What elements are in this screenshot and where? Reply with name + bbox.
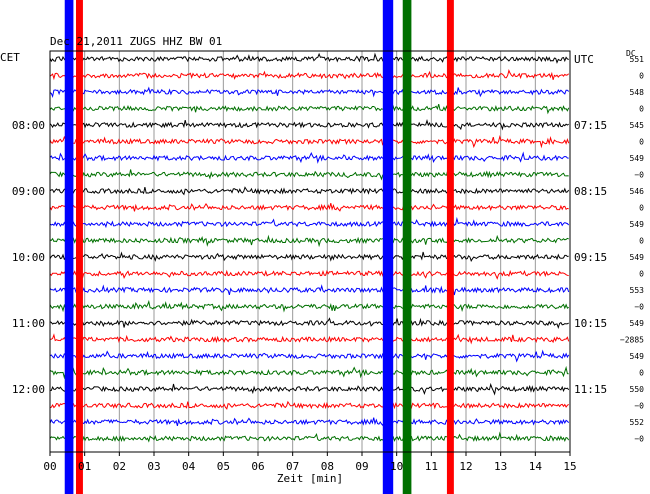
offset-label: 549 bbox=[630, 352, 645, 361]
offset-label: −2885 bbox=[620, 336, 644, 345]
trace-line bbox=[49, 86, 570, 99]
event-band bbox=[76, 0, 83, 494]
right-time-labels: UTC 07:15 08:15 09:15 10:15 11:15 bbox=[574, 53, 607, 396]
trace-line bbox=[49, 216, 570, 229]
offset-label: 549 bbox=[630, 154, 645, 163]
x-tick-label: 11 bbox=[425, 460, 438, 473]
x-tick-label: 05 bbox=[217, 460, 230, 473]
x-tick-label: 00 bbox=[43, 460, 56, 473]
offset-label: 0 bbox=[639, 138, 644, 147]
right-time-label: 11:15 bbox=[574, 383, 607, 396]
trace-line bbox=[49, 365, 569, 380]
trace-line bbox=[49, 382, 570, 396]
offset-label: −0 bbox=[634, 435, 644, 444]
event-band bbox=[382, 0, 394, 494]
x-tick-label: 04 bbox=[182, 460, 196, 473]
trace-line bbox=[49, 333, 570, 345]
left-axis-label: CET bbox=[0, 51, 20, 64]
offset-label: 545 bbox=[630, 121, 645, 130]
left-time-label: 11:00 bbox=[12, 317, 45, 330]
offset-label: 0 bbox=[639, 204, 644, 213]
event-band bbox=[402, 0, 412, 494]
trace-line bbox=[49, 52, 569, 64]
left-time-labels: 08:00 09:00 10:00 11:00 12:00 bbox=[12, 119, 45, 396]
x-tick-label: 02 bbox=[113, 460, 126, 473]
offset-label: 550 bbox=[630, 385, 645, 394]
offset-label: 552 bbox=[630, 418, 645, 427]
right-time-label: 08:15 bbox=[574, 185, 607, 198]
plot-frame bbox=[49, 50, 571, 453]
left-time-label: 09:00 bbox=[12, 185, 45, 198]
offset-label: 546 bbox=[630, 187, 645, 196]
offset-label: 549 bbox=[630, 253, 645, 262]
trace-line bbox=[49, 349, 570, 363]
offset-labels: 551 0 548 0 545 0 549 −0 546 0 549 0 549 0 553 −0 549 −28… bbox=[620, 55, 644, 444]
x-tick-label: 01 bbox=[78, 460, 91, 473]
trace-line bbox=[49, 317, 569, 330]
right-time-label: 09:15 bbox=[574, 251, 607, 264]
offset-label: 0 bbox=[639, 105, 644, 114]
left-time-label: 12:00 bbox=[12, 383, 45, 396]
offset-label: −0 bbox=[634, 171, 644, 180]
trace-line bbox=[49, 234, 569, 248]
offset-label: 548 bbox=[630, 88, 645, 97]
x-tick-label: 14 bbox=[529, 460, 543, 473]
offset-label: 551 bbox=[630, 55, 645, 64]
x-axis-label: Zeit [min] bbox=[277, 472, 343, 485]
x-tick-label: 13 bbox=[494, 460, 507, 473]
x-tick-label: 09 bbox=[355, 460, 368, 473]
trace-line bbox=[49, 168, 569, 182]
trace-line bbox=[49, 151, 569, 164]
trace-line bbox=[49, 284, 570, 296]
offset-label: 549 bbox=[630, 220, 645, 229]
trace-line bbox=[49, 417, 570, 427]
right-time-label: 10:15 bbox=[574, 317, 607, 330]
left-time-label: 08:00 bbox=[12, 119, 45, 132]
corner-label: DC bbox=[626, 49, 636, 58]
trace-line bbox=[49, 103, 570, 115]
x-tick-label: 12 bbox=[459, 460, 472, 473]
trace-line bbox=[49, 431, 570, 443]
offset-label: −0 bbox=[634, 303, 644, 312]
trace-line bbox=[49, 251, 569, 262]
trace-line bbox=[49, 202, 569, 212]
trace-group bbox=[49, 52, 570, 443]
event-group bbox=[64, 0, 454, 494]
offset-label: −0 bbox=[634, 402, 644, 411]
x-tick-label: 08 bbox=[321, 460, 334, 473]
event-band bbox=[446, 0, 454, 494]
trace-line bbox=[49, 269, 569, 280]
trace-line bbox=[49, 118, 569, 131]
x-tick-label: 03 bbox=[147, 460, 160, 473]
offset-label: 0 bbox=[639, 72, 644, 81]
offset-label: 549 bbox=[630, 319, 645, 328]
x-tick-labels: 00 01 02 03 04 05 06 07 08 09 10 11 12 13 14 15 bbox=[43, 452, 577, 473]
trace-line bbox=[49, 299, 569, 313]
x-tick-label: 10 bbox=[390, 460, 403, 473]
left-time-label: 10:00 bbox=[12, 251, 45, 264]
offset-label: 553 bbox=[630, 286, 645, 295]
grid bbox=[84, 51, 536, 452]
trace-line bbox=[49, 134, 570, 149]
offset-label: 0 bbox=[639, 237, 644, 246]
offset-label: 0 bbox=[639, 369, 644, 378]
chart-title: Dec 21,2011 ZUGS HHZ BW 01 bbox=[50, 35, 222, 48]
x-tick-label: 07 bbox=[286, 460, 299, 473]
trace-line bbox=[49, 400, 569, 410]
right-time-label: UTC bbox=[574, 53, 594, 66]
x-tick-label: 06 bbox=[251, 460, 264, 473]
trace-line bbox=[49, 186, 570, 196]
event-band bbox=[64, 0, 74, 494]
trace-line bbox=[49, 68, 570, 81]
x-tick-label: 15 bbox=[563, 460, 576, 473]
offset-label: 0 bbox=[639, 270, 644, 279]
right-time-label: 07:15 bbox=[574, 119, 607, 132]
